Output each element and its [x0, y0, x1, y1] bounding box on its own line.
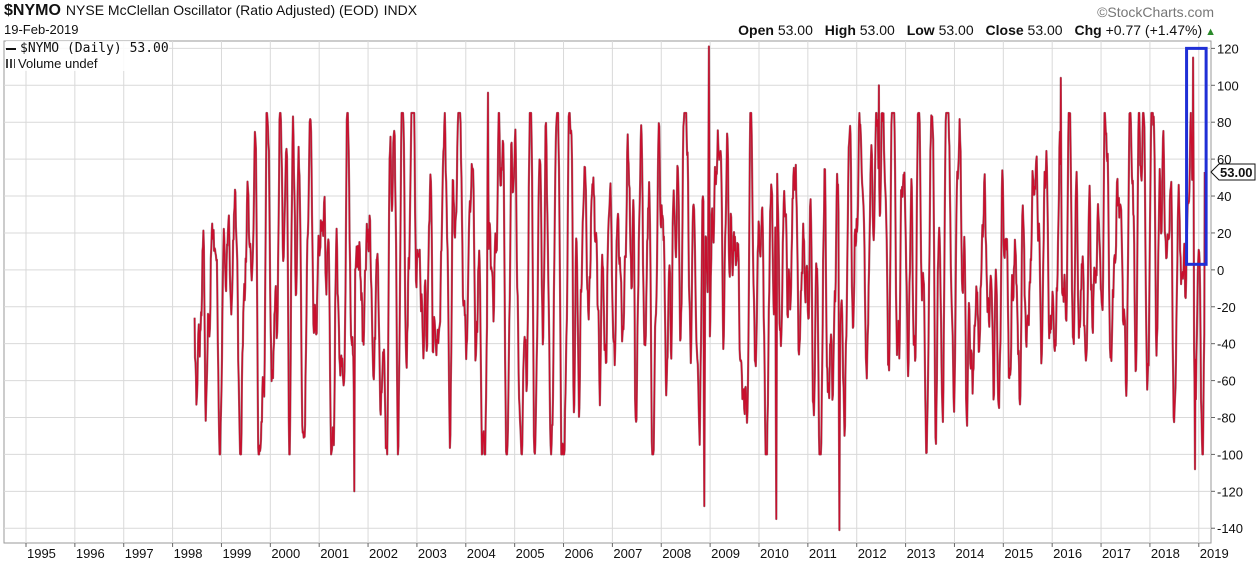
open-label: Open: [738, 22, 774, 38]
high-value: 53.00: [859, 22, 895, 38]
y-tick-label: 20: [1217, 226, 1231, 241]
legend-volume-row: Volume undef: [6, 56, 169, 71]
x-tick-label: 2009: [711, 546, 740, 561]
x-tick-label: 2008: [662, 546, 691, 561]
y-axis: 120 100 80 60 40 20 0 -20 -40 -60 -80 -100 -120 -140: [1211, 41, 1243, 536]
x-tick-label: 2006: [565, 546, 594, 561]
highlight-box: [1185, 46, 1208, 266]
close-value: 53.00: [1027, 22, 1063, 38]
y-tick-label: -120: [1217, 484, 1243, 499]
x-tick-label: 1999: [222, 546, 251, 561]
x-tick-label: 1996: [76, 546, 105, 561]
volume-bars-icon: [6, 59, 15, 68]
x-tick-label: 2002: [369, 546, 398, 561]
last-value-marker: 53.00: [1210, 163, 1256, 181]
high-label: High: [824, 22, 856, 38]
series-line: [193, 45, 1206, 531]
ohlc-bar: Open 53.00 High 53.00 Low 53.00 Close 53…: [730, 22, 1216, 38]
chart-header: $NYMO NYSE McClellan Oscillator (Ratio Ad…: [4, 2, 417, 20]
change-label: Chg: [1074, 22, 1102, 38]
y-tick-label: -20: [1217, 300, 1236, 315]
x-axis: 1995 1996 1997 1998 1999 2000 2001 2002 2003 2004…: [25, 543, 1229, 561]
y-tick-label: 120: [1217, 41, 1239, 56]
x-tick-label: 1997: [125, 546, 154, 561]
x-tick-label: 1998: [174, 546, 203, 561]
y-tick-label: -80: [1217, 411, 1236, 426]
x-tick-label: 2015: [1004, 546, 1033, 561]
low-label: Low: [906, 22, 935, 38]
x-tick-label: 2010: [760, 546, 789, 561]
x-tick-label: 2019: [1200, 546, 1229, 561]
x-tick-label: 2004: [467, 546, 496, 561]
y-tick-label: -100: [1217, 447, 1243, 462]
x-tick-label: 2013: [907, 546, 936, 561]
quote-date: 19-Feb-2019: [4, 22, 79, 37]
x-tick-label: 1995: [27, 546, 56, 561]
legend-series-label: $NYMO (Daily) 53.00: [20, 41, 169, 56]
legend-volume-label: Volume undef: [18, 56, 98, 71]
brand-watermark: ©StockCharts.com: [1097, 4, 1214, 20]
x-tick-label: 2007: [613, 546, 642, 561]
chart-legend: $NYMO (Daily) 53.00 Volume undef: [6, 41, 169, 71]
legend-line-swatch: [6, 47, 16, 50]
y-tick-label: 60: [1217, 152, 1231, 167]
x-tick-label: 2016: [1053, 546, 1082, 561]
x-tick-label: 2001: [320, 546, 349, 561]
y-tick-label: -60: [1217, 374, 1236, 389]
exchange-label: INDX: [383, 2, 418, 18]
x-tick-label: 2003: [418, 546, 447, 561]
change-value: +0.77 (+1.47%): [1105, 22, 1203, 38]
x-tick-label: 2014: [955, 546, 984, 561]
x-tick-label: 2011: [809, 546, 837, 561]
series-line-nymo: [193, 45, 1206, 532]
x-tick-label: 2012: [858, 546, 887, 561]
last-value-tag: [1210, 163, 1256, 181]
y-tick-label: -140: [1217, 521, 1243, 536]
low-value: 53.00: [938, 22, 974, 38]
x-tick-label: 2000: [271, 546, 300, 561]
last-value-label: 53.00: [1220, 165, 1253, 180]
x-tick-label: 2018: [1151, 546, 1180, 561]
x-tick-label: 2017: [1102, 546, 1131, 561]
y-tick-label: 100: [1217, 78, 1239, 93]
legend-series-row: $NYMO (Daily) 53.00: [6, 41, 169, 56]
y-tick-label: 80: [1217, 115, 1231, 130]
up-arrow-icon: ▲: [1205, 26, 1216, 38]
y-tick-label: 0: [1217, 263, 1224, 278]
y-tick-label: -40: [1217, 337, 1236, 352]
y-tick-label: 40: [1217, 189, 1231, 204]
open-value: 53.00: [777, 22, 813, 38]
ticker-symbol: $NYMO: [4, 2, 61, 19]
close-label: Close: [985, 22, 1024, 38]
chart-title: NYSE McClellan Oscillator (Ratio Adjuste…: [65, 2, 379, 18]
x-tick-label: 2005: [516, 546, 545, 561]
